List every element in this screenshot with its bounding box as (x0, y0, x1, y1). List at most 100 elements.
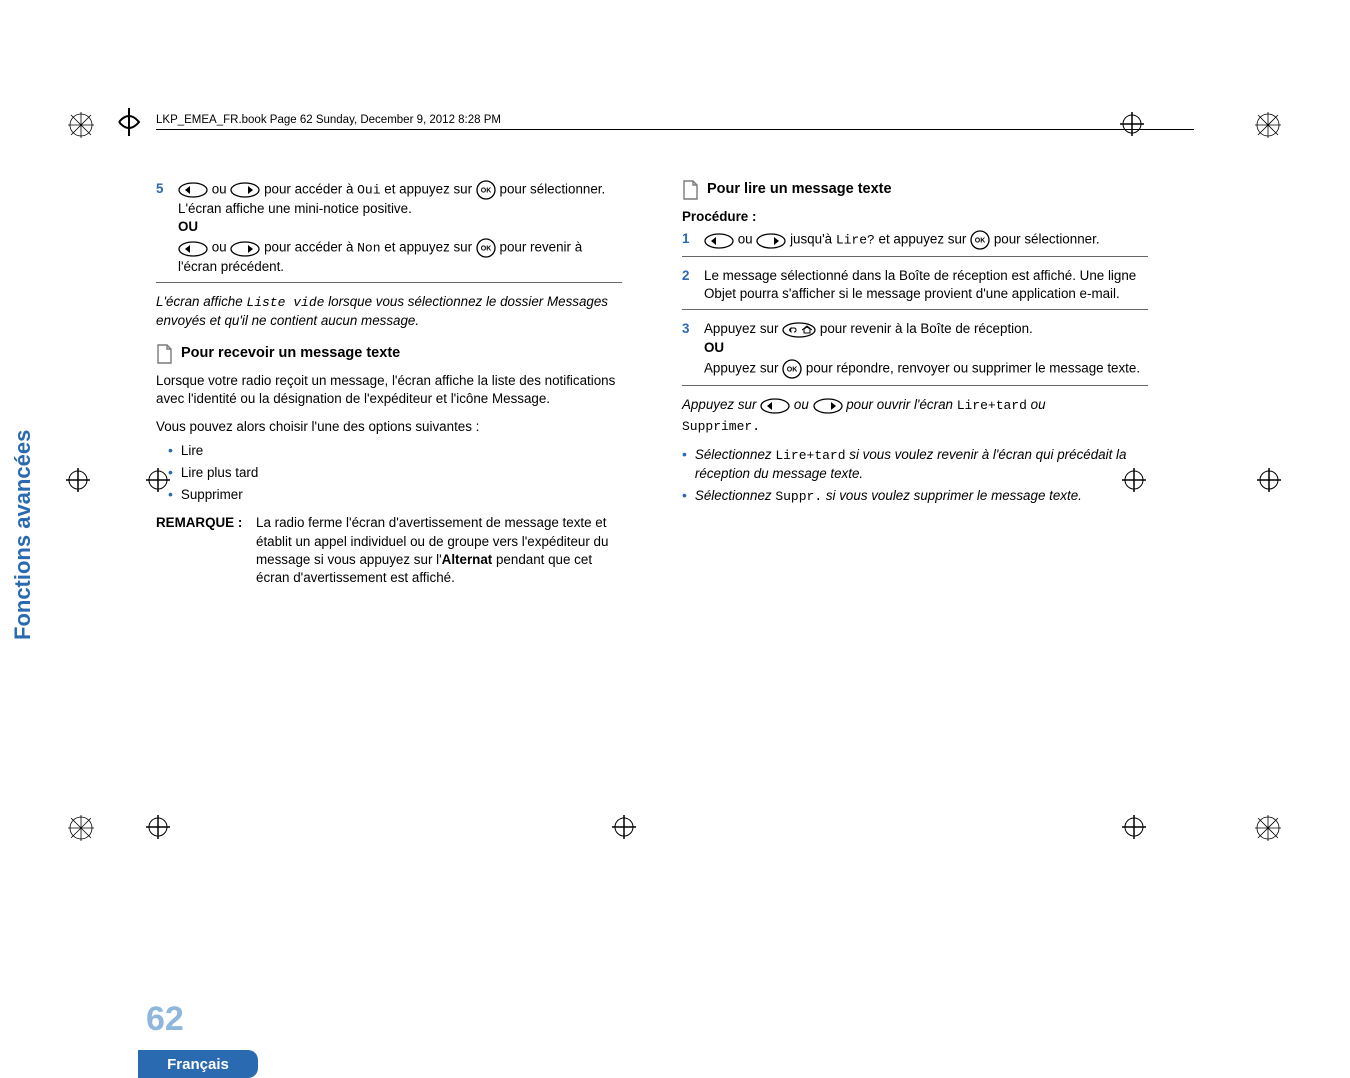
crop-knot-icon (115, 108, 143, 136)
t: Appuyez sur (682, 397, 760, 412)
paragraph: Lorsque votre radio reçoit un message, l… (156, 372, 622, 408)
t: ou (734, 232, 756, 247)
registration-mark-icon (146, 815, 170, 839)
code: Lire+tard (775, 448, 845, 463)
paragraph: Vous pouvez alors choisir l'une des opti… (156, 418, 622, 436)
right-column: Pour lire un message texte Procédure : 1… (682, 180, 1148, 587)
t: si vous voulez supprimer le message text… (822, 488, 1082, 503)
step-number: 5 (156, 180, 178, 276)
page-header-text: LKP_EMEA_FR.book Page 62 Sunday, Decembe… (156, 114, 501, 126)
t: pour revenir à la Boîte de réception. (816, 321, 1033, 336)
t: ou (790, 397, 812, 412)
list-item: • Sélectionnez Lire+tard si vous voulez … (682, 446, 1148, 483)
remark-block: REMARQUE : La radio ferme l'écran d'aver… (156, 514, 622, 586)
step-number: 2 (682, 267, 704, 303)
remark-label: REMARQUE : (156, 514, 256, 586)
bullet-icon: • (168, 486, 173, 504)
list-item: • Sélectionnez Suppr. si vous voulez sup… (682, 487, 1148, 506)
t: Sélectionnez Lire+tard si vous voulez re… (695, 446, 1148, 483)
divider (156, 282, 622, 283)
side-tab-section: Fonctions avancées (10, 340, 36, 640)
right-arrow-button-icon (813, 396, 843, 414)
right-arrow-button-icon (230, 181, 260, 199)
step-number: 1 (682, 230, 704, 250)
registration-mark-icon (612, 815, 636, 839)
ok-button-icon: OK (476, 238, 496, 258)
step-or: OU (178, 218, 622, 236)
registration-mark-icon (1257, 468, 1281, 492)
step-body: ou pour accéder à Oui et appuyez sur OK … (178, 180, 622, 276)
procedure-label: Procédure : (682, 208, 1148, 226)
divider (682, 385, 1148, 386)
side-tab-page-number: 62 (146, 1000, 184, 1039)
ok-button-icon: OK (970, 230, 990, 250)
t: pour sélectionner. (990, 232, 1099, 247)
t: et appuyez sur (875, 232, 970, 247)
step-body: ou jusqu'à Lire? et appuyez sur OK pour … (704, 230, 1148, 250)
t: ou (208, 240, 230, 255)
svg-text:OK: OK (975, 238, 986, 245)
svg-text:OK: OK (481, 188, 492, 195)
t: et appuyez sur (381, 182, 476, 197)
t: pour ouvrir l'écran (843, 397, 957, 412)
t: pour accéder à (260, 182, 357, 197)
remark-body: La radio ferme l'écran d'avertissement d… (256, 514, 622, 586)
svg-text:OK: OK (481, 246, 492, 253)
left-arrow-button-icon (760, 396, 790, 414)
step-3: 3 Appuyez sur pour revenir à la Boîte de… (682, 320, 1148, 379)
left-arrow-button-icon (178, 181, 208, 199)
crop-star-icon (68, 112, 94, 138)
t: Appuyez sur (704, 360, 782, 375)
step-number: 3 (682, 320, 704, 379)
section-header-receive: Pour recevoir un message texte (156, 344, 622, 364)
t: Sélectionnez Suppr. si vous voulez suppr… (695, 487, 1082, 506)
crop-star-icon (68, 815, 94, 841)
code: Suppr. (775, 489, 822, 504)
t: pour accéder à (260, 240, 357, 255)
page-content: 5 ou pour accéder à Oui et appuyez sur O… (156, 180, 1194, 587)
remark-bold: Alternat (442, 552, 493, 567)
code-non: Non (357, 241, 380, 256)
t: et appuyez sur (381, 240, 476, 255)
italic-note: L'écran affiche Liste vide lorsque vous … (156, 293, 622, 330)
registration-mark-icon (1122, 815, 1146, 839)
crop-star-icon (1255, 112, 1281, 138)
t: Sélectionnez (695, 447, 775, 462)
step-1: 1 ou jusqu'à Lire? et appuyez sur OK pou… (682, 230, 1148, 250)
bullet-icon: • (682, 446, 687, 483)
svg-text:OK: OK (787, 366, 798, 373)
italic-instruction: Appuyez sur ou pour ouvrir l'écran Lire+… (682, 396, 1148, 415)
section-title: Pour lire un message texte (707, 180, 892, 200)
bullet-icon: • (682, 487, 687, 506)
right-arrow-button-icon (230, 239, 260, 257)
right-arrow-button-icon (756, 231, 786, 249)
left-arrow-button-icon (178, 239, 208, 257)
code-liste-vide: Liste vide (246, 295, 324, 310)
left-arrow-button-icon (704, 231, 734, 249)
section-title: Pour recevoir un message texte (181, 344, 400, 364)
t: Sélectionnez (695, 488, 775, 503)
t: Lire (181, 442, 203, 460)
registration-mark-icon (66, 468, 90, 492)
left-column: 5 ou pour accéder à Oui et appuyez sur O… (156, 180, 622, 587)
t: jusqu'à (786, 232, 835, 247)
code-lire: Lire? (836, 233, 875, 248)
t: ou (1027, 397, 1046, 412)
step-2: 2 Le message sélectionné dans la Boîte d… (682, 267, 1148, 303)
t: Supprimer (181, 486, 243, 504)
bullet-icon: • (168, 464, 173, 482)
side-tab-language-chip: Français (138, 1050, 258, 1078)
divider (682, 309, 1148, 310)
page-icon (682, 180, 699, 200)
t: L'écran affiche (156, 294, 246, 309)
page-icon (156, 344, 173, 364)
code-supprimer: Supprimer. (682, 418, 1148, 436)
code-liretard: Lire+tard (957, 398, 1027, 413)
crop-star-icon (1255, 815, 1281, 841)
t: Appuyez sur (704, 321, 782, 336)
step-body: Le message sélectionné dans la Boîte de … (704, 267, 1148, 303)
ok-button-icon: OK (782, 359, 802, 379)
t: ou (208, 182, 230, 197)
list-item: • Supprimer (168, 486, 622, 504)
bullet-icon: • (168, 442, 173, 460)
